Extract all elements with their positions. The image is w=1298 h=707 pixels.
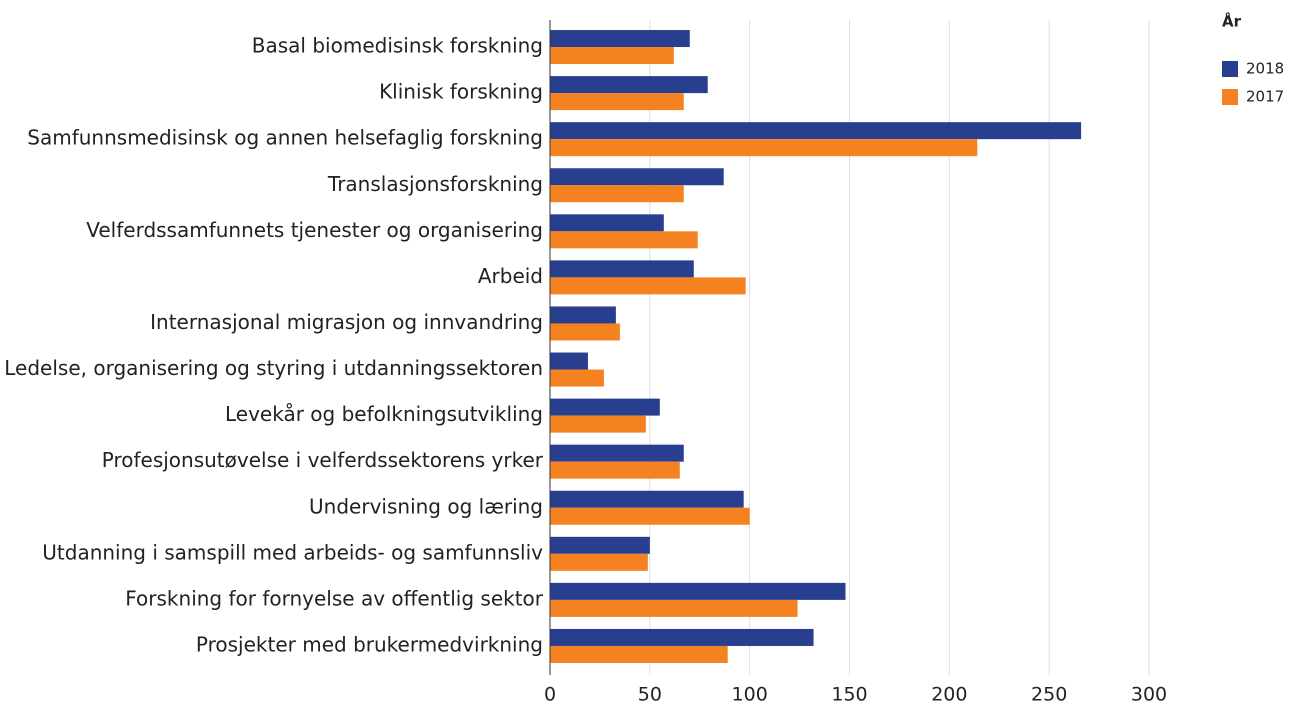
- bar: [550, 260, 694, 278]
- bar: [550, 444, 684, 462]
- y-tick-label: Internasjonal migrasjon og innvandring: [150, 310, 543, 334]
- x-tick-label: 300: [1131, 684, 1167, 706]
- x-tick-label: 200: [931, 684, 967, 706]
- bar: [550, 352, 588, 370]
- y-tick-label: Utdanning i samspill med arbeids- og sam…: [42, 540, 543, 564]
- bar: [550, 139, 978, 157]
- bar: [550, 76, 708, 94]
- legend-label: 2018: [1246, 60, 1284, 78]
- y-tick-label: Forskning for fornyelse av offentlig sek…: [125, 586, 544, 610]
- bar: [550, 168, 724, 186]
- bar: [550, 231, 698, 249]
- y-tick-label: Translasjonsforskning: [327, 172, 543, 196]
- x-tick-label: 50: [638, 684, 662, 706]
- bar: [550, 398, 660, 416]
- bar: [550, 47, 674, 65]
- x-tick-label: 0: [544, 684, 556, 706]
- bar: [550, 461, 680, 479]
- bar: [550, 628, 814, 646]
- x-tick-label: 100: [732, 684, 768, 706]
- y-tick-label: Samfunnsmedisinsk og annen helsefaglig f…: [27, 126, 543, 150]
- bar: [550, 214, 664, 232]
- bar: [550, 415, 646, 433]
- bar: [550, 93, 684, 111]
- bar: [550, 323, 620, 341]
- y-tick-label: Klinisk forskning: [379, 80, 543, 104]
- bar: [550, 30, 690, 48]
- y-tick-label: Levekår og befolkningsutvikling: [225, 402, 543, 426]
- x-tick-label: 250: [1031, 684, 1067, 706]
- bar: [550, 277, 746, 295]
- legend-swatch: [1222, 89, 1238, 105]
- bar: [550, 369, 604, 387]
- y-tick-label: Basal biomedisinsk forskning: [252, 34, 543, 58]
- bar: [550, 122, 1082, 140]
- bar: [550, 582, 846, 600]
- bar: [550, 645, 728, 663]
- y-tick-label: Arbeid: [478, 264, 543, 288]
- legend-title: År: [1222, 12, 1242, 31]
- bar: [550, 490, 744, 508]
- legend-label: 2017: [1246, 88, 1284, 106]
- y-tick-label: Profesjonsutøvelse i velferdssektorens y…: [102, 448, 544, 472]
- y-tick-label: Ledelse, organisering og styring i utdan…: [4, 356, 543, 380]
- bar: [550, 536, 650, 554]
- bar: [550, 553, 648, 571]
- bar: [550, 306, 616, 324]
- legend-swatch: [1222, 61, 1238, 77]
- y-tick-label: Velferdssamfunnets tjenester og organise…: [86, 218, 543, 242]
- x-tick-label: 150: [831, 684, 867, 706]
- y-tick-label: Undervisning og læring: [309, 494, 543, 518]
- bar: [550, 599, 798, 617]
- bar: [550, 507, 750, 525]
- bar: [550, 185, 684, 203]
- y-tick-label: Prosjekter med brukermedvirkning: [196, 632, 543, 656]
